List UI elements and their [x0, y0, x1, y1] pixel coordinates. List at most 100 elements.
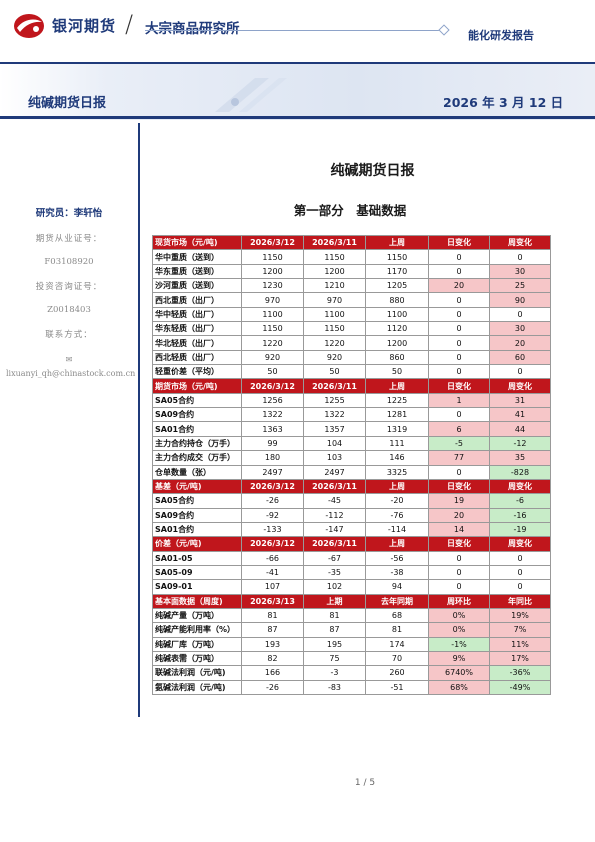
table-cell: 上期 — [303, 593, 366, 609]
table-row: SA09合约 -92 -112 -76 20 -16 — [152, 507, 551, 523]
row-label: 纯碱产能利用率（%） — [152, 622, 242, 638]
table-cell: 19 — [428, 493, 490, 509]
table-cell: 195 — [303, 636, 366, 652]
section-header-cell: 期货市场（元/吨) — [152, 378, 242, 394]
table-cell: -12 — [489, 435, 551, 452]
row-label: SA09合约 — [152, 407, 242, 423]
table-row: 华中轻质（出厂） 1100 1100 1100 0 0 — [152, 306, 551, 323]
table-cell: 0 — [428, 292, 490, 308]
analyst-name: 研究员：李轩怡 — [35, 208, 103, 219]
table-cell: 日变化 — [428, 378, 490, 394]
table-cell: 107 — [241, 579, 304, 595]
table-cell: 81 — [365, 622, 429, 638]
table-cell: 11% — [489, 636, 551, 652]
table-cell: 2026/3/11 — [303, 536, 366, 552]
table-cell: 2497 — [303, 464, 366, 480]
table-cell: 6 — [428, 421, 490, 437]
section-header-cell: 现货市场（元/吨) — [152, 234, 242, 251]
row-label: 华东重质（送到） — [152, 263, 242, 280]
table-cell: 去年同期 — [365, 593, 429, 609]
table-header-row: 基差（元/吨) 2026/3/12 2026/3/11 上周 日变化 周变化 — [152, 478, 551, 495]
table-cell: 103 — [303, 450, 366, 466]
table-cell: 30 — [489, 263, 551, 280]
section-header-cell: 基本面数据（周度) — [152, 593, 242, 609]
table-cell: 920 — [303, 349, 366, 366]
table-cell: 77 — [428, 450, 490, 466]
table-cell: 0 — [428, 306, 490, 323]
row-label: 华中重质（送到） — [152, 249, 242, 265]
contact-email[interactable]: ✉ lixuanyi_qh@chinastock.com.cn — [0, 353, 138, 381]
cert-label: 期货从业证号： — [35, 234, 103, 244]
title-banner — [0, 62, 595, 120]
table-cell: -41 — [241, 564, 304, 581]
table-cell: 1200 — [241, 263, 304, 280]
galaxy-logo-icon — [14, 14, 44, 38]
table-cell: 860 — [365, 349, 429, 366]
table-cell: 44 — [489, 421, 551, 437]
table-cell: 0 — [428, 335, 490, 351]
table-cell: -1% — [428, 636, 490, 652]
table-cell: 1200 — [365, 335, 429, 351]
table-cell: 2026/3/13 — [241, 593, 304, 609]
row-label: 纯碱厂库（万吨） — [152, 636, 242, 652]
table-cell: 0 — [489, 306, 551, 323]
table-cell: 上周 — [365, 378, 429, 394]
table-cell: 1150 — [241, 321, 304, 337]
header-rule — [145, 30, 445, 31]
table-row: SA09合约 1322 1322 1281 0 41 — [152, 407, 551, 423]
table-cell: 50 — [365, 364, 429, 380]
table-row: 纯碱厂库（万吨） 193 195 174 -1% 11% — [152, 636, 551, 652]
banner-decoration-icon — [215, 78, 287, 112]
table-cell: -114 — [365, 521, 429, 538]
report-date: 2026 年 3 月 12 日 — [443, 95, 564, 110]
table-row: 仓单数量（张） 2497 2497 3325 0 -828 — [152, 464, 551, 480]
table-cell: -45 — [303, 493, 366, 509]
banner-bottom-rule — [0, 116, 595, 119]
table-cell: 1150 — [365, 249, 429, 265]
table-row: 纯碱产量（万吨） 81 81 68 0% 19% — [152, 607, 551, 624]
table-row: SA05-09 -41 -35 -38 0 0 — [152, 564, 551, 581]
table-cell: 0 — [428, 564, 490, 581]
brand-divider: / — [125, 10, 134, 38]
table-row: 西北重质（出厂） 970 970 880 0 90 — [152, 292, 551, 308]
table-cell: 0 — [428, 349, 490, 366]
table-cell: 2026/3/12 — [241, 536, 304, 552]
table-cell: 31 — [489, 392, 551, 409]
header-diamond-icon — [438, 24, 450, 36]
row-label: 西北轻质（出厂） — [152, 349, 242, 366]
table-cell: 102 — [303, 579, 366, 595]
table-cell: 90 — [489, 292, 551, 308]
table-cell: -83 — [303, 679, 366, 696]
brand-name: 银河期货 — [52, 17, 117, 35]
table-header-row: 基本面数据（周度) 2026/3/13 上期 去年同期 周环比 年同比 — [152, 593, 551, 609]
table-cell: 970 — [303, 292, 366, 308]
table-row: 华中重质（送到） 1150 1150 1150 0 0 — [152, 249, 551, 265]
table-row: 纯碱产能利用率（%） 87 87 81 0% 7% — [152, 622, 551, 638]
table-cell: -38 — [365, 564, 429, 581]
table-cell: 1150 — [303, 249, 366, 265]
email-text: lixuanyi_qh@chinastock.com.cn — [6, 369, 136, 378]
table-cell: 周环比 — [428, 593, 490, 609]
row-label: 仓单数量（张） — [152, 464, 242, 480]
row-label: SA05-09 — [152, 564, 242, 581]
table-cell: 1220 — [303, 335, 366, 351]
table-cell: -35 — [303, 564, 366, 581]
table-cell: -26 — [241, 679, 304, 696]
table-cell: 25 — [489, 278, 551, 294]
table-header-row: 期货市场（元/吨) 2026/3/12 2026/3/11 上周 日变化 周变化 — [152, 378, 551, 394]
table-cell: 2026/3/12 — [241, 234, 304, 251]
table-header-row: 价差（元/吨) 2026/3/12 2026/3/11 上周 日变化 周变化 — [152, 536, 551, 552]
table-cell: 3325 — [365, 464, 429, 480]
table-row: 华东轻质（出厂） 1150 1150 1120 0 30 — [152, 321, 551, 337]
table-cell: 30 — [489, 321, 551, 337]
table-row: 主力合约成交（万手） 180 103 146 77 35 — [152, 450, 551, 466]
table-row: 华北轻质（出厂） 1220 1220 1200 0 20 — [152, 335, 551, 351]
table-cell: 193 — [241, 636, 304, 652]
table-cell: -76 — [365, 507, 429, 523]
table-row: 氨碱法利润（元/吨) -26 -83 -51 68% -49% — [152, 679, 551, 696]
table-cell: 87 — [241, 622, 304, 638]
table-cell: 920 — [241, 349, 304, 366]
table-cell: 0 — [489, 364, 551, 380]
row-label: SA01合约 — [152, 421, 242, 437]
table-row: SA05合约 -26 -45 -20 19 -6 — [152, 493, 551, 509]
